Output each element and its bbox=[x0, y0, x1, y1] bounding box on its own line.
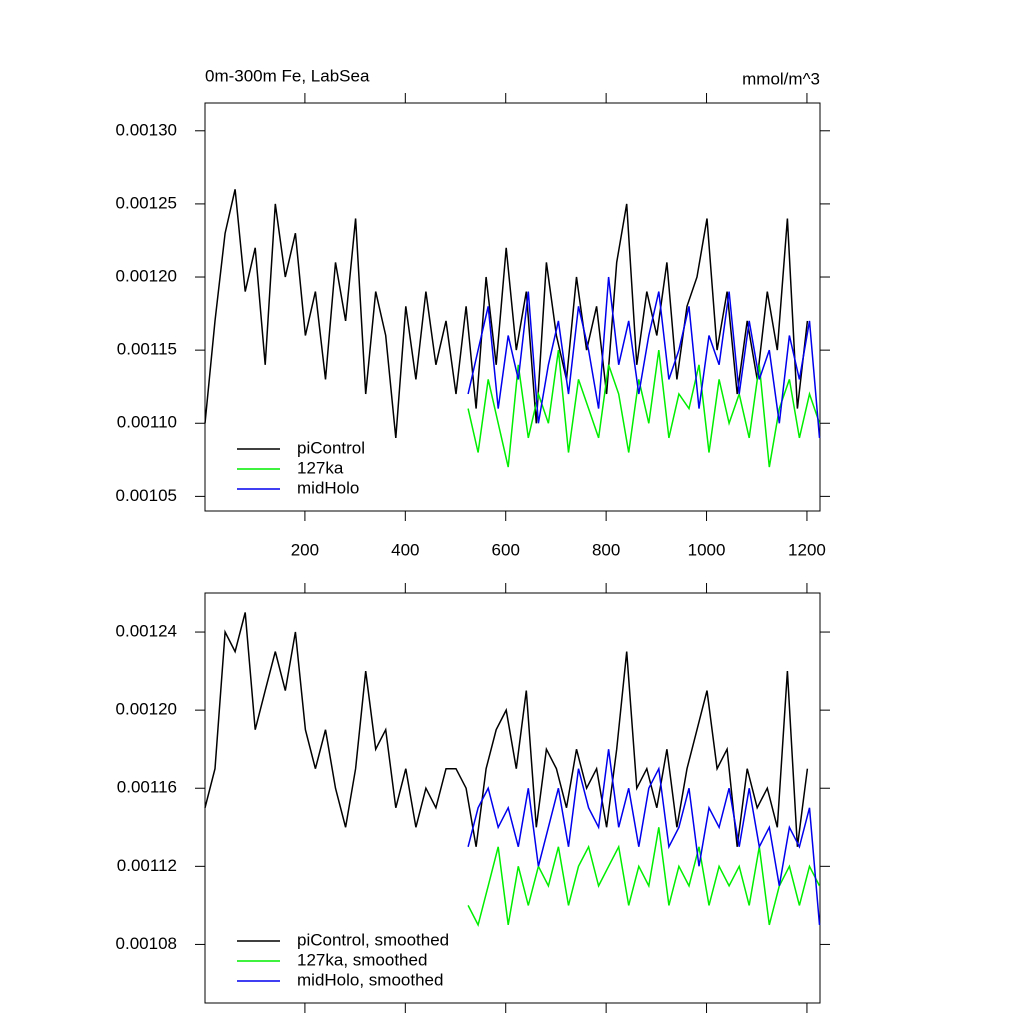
y-tick-label: 0.00120 bbox=[116, 700, 177, 719]
y-tick-label: 0.00120 bbox=[116, 267, 177, 286]
data-line bbox=[204, 612, 809, 847]
legend-label: piControl bbox=[297, 438, 365, 457]
x-tick-label: 800 bbox=[592, 540, 620, 559]
data-line bbox=[467, 349, 821, 468]
y-tick-label: 0.00110 bbox=[117, 413, 177, 432]
y-tick-label: 0.00130 bbox=[116, 120, 177, 139]
legend-label: piControl, smoothed bbox=[297, 930, 449, 949]
data-line bbox=[467, 749, 821, 925]
units-label: mmol/m^3 bbox=[742, 69, 820, 88]
y-tick-label: 0.00115 bbox=[117, 340, 177, 359]
y-tick-label: 0.00112 bbox=[117, 856, 177, 875]
plot-frame bbox=[204, 102, 821, 512]
legend-label: 127ka bbox=[297, 458, 344, 477]
legend-label: midHolo, smoothed bbox=[297, 970, 443, 989]
legend-label: 127ka, smoothed bbox=[297, 950, 427, 969]
legend-label: midHolo bbox=[297, 478, 359, 497]
x-tick-label: 1200 bbox=[788, 540, 826, 559]
data-line bbox=[467, 276, 821, 438]
y-tick-label: 0.00124 bbox=[116, 622, 177, 641]
x-tick-label: 1000 bbox=[688, 540, 726, 559]
y-tick-label: 0.00116 bbox=[117, 778, 177, 797]
chart-title: 0m-300m Fe, LabSea bbox=[205, 66, 370, 85]
x-tick-label: 600 bbox=[492, 540, 520, 559]
data-line bbox=[204, 189, 809, 438]
x-tick-label: 400 bbox=[391, 540, 419, 559]
y-tick-label: 0.00125 bbox=[116, 193, 177, 212]
x-tick-label: 200 bbox=[291, 540, 319, 559]
data-line bbox=[467, 827, 821, 927]
y-tick-label: 0.00108 bbox=[116, 934, 177, 953]
y-tick-label: 0.00105 bbox=[116, 486, 177, 505]
plot-frame bbox=[204, 592, 821, 1004]
